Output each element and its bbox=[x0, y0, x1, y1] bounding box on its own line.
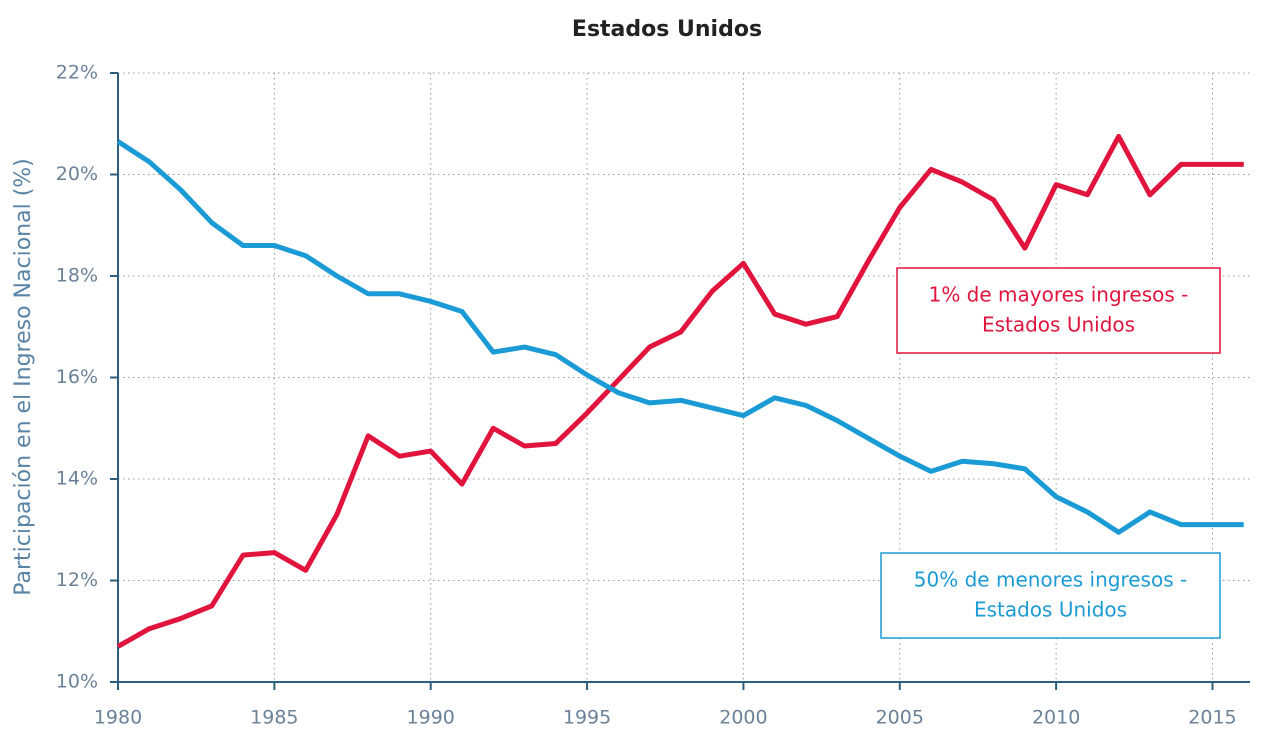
y-tick-label: 10% bbox=[56, 671, 98, 693]
annotation-text: Estados Unidos bbox=[982, 313, 1135, 337]
y-axis-label: Participación en el Ingreso Nacional (%) bbox=[11, 158, 36, 596]
annotation-box bbox=[896, 267, 1221, 354]
y-tick-label: 16% bbox=[56, 366, 98, 388]
y-tick-label: 18% bbox=[56, 265, 98, 287]
y-tick-label: 14% bbox=[56, 468, 98, 490]
annotation-text: 1% de mayores ingresos - bbox=[929, 283, 1189, 307]
y-tick-label: 22% bbox=[56, 62, 98, 84]
series-line bbox=[116, 139, 1244, 535]
x-tick-label: 1995 bbox=[563, 707, 611, 729]
series-line bbox=[116, 133, 1244, 649]
x-tick-label: 2010 bbox=[1032, 707, 1080, 729]
annotation-text: Estados Unidos bbox=[974, 598, 1127, 622]
annotation-text: 50% de menores ingresos - bbox=[914, 568, 1187, 592]
x-tick-label: 2005 bbox=[876, 707, 924, 729]
y-tick-label: 12% bbox=[56, 569, 98, 591]
x-tick-label: 1980 bbox=[94, 707, 142, 729]
x-tick-label: 2000 bbox=[719, 707, 767, 729]
x-tick-label: 2015 bbox=[1188, 707, 1236, 729]
x-tick-label: 1985 bbox=[250, 707, 298, 729]
y-tick-label: 20% bbox=[56, 163, 98, 185]
chart-title: Estados Unidos bbox=[572, 17, 762, 42]
x-tick-label: 1990 bbox=[407, 707, 455, 729]
annotation-box bbox=[880, 552, 1221, 639]
